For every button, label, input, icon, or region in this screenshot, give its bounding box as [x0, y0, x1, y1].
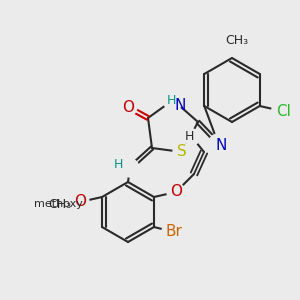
- Circle shape: [167, 183, 185, 201]
- Circle shape: [71, 193, 89, 211]
- Text: CH₃: CH₃: [225, 34, 249, 46]
- Text: O: O: [170, 184, 182, 200]
- Circle shape: [173, 143, 191, 161]
- Text: N: N: [215, 139, 227, 154]
- Text: methoxy: methoxy: [34, 199, 83, 209]
- Circle shape: [121, 159, 139, 177]
- Circle shape: [163, 90, 183, 110]
- Text: CH₃: CH₃: [49, 197, 72, 211]
- Text: Cl: Cl: [276, 103, 291, 118]
- Circle shape: [209, 134, 227, 152]
- Circle shape: [184, 129, 200, 145]
- Circle shape: [162, 220, 186, 244]
- Text: O: O: [122, 100, 134, 115]
- Text: N: N: [174, 98, 186, 112]
- Text: O: O: [74, 194, 86, 209]
- Circle shape: [119, 98, 137, 116]
- Text: S: S: [177, 145, 187, 160]
- Circle shape: [272, 101, 292, 121]
- Circle shape: [225, 28, 249, 52]
- Text: H: H: [184, 130, 194, 143]
- Text: H: H: [113, 158, 123, 172]
- Text: H: H: [166, 94, 176, 106]
- Text: Br: Br: [166, 224, 182, 239]
